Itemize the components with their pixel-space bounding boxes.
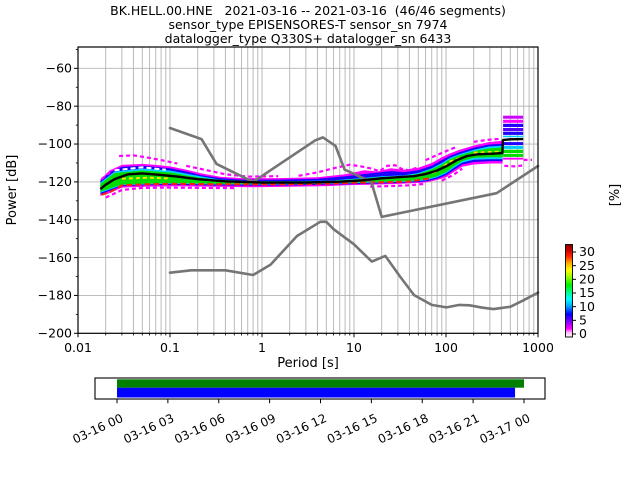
y-tick-label: −160	[38, 250, 72, 265]
timeline-tick-label: 03-16 12	[274, 411, 329, 446]
outlier-m-above-rise	[425, 145, 457, 162]
timeline-tick-label: 03-16 00	[70, 411, 125, 446]
outlier-dashes	[100, 137, 532, 199]
timeline-tick-label: 03-16 18	[376, 411, 431, 446]
x-tick-label: 0.01	[64, 340, 92, 355]
accent-white-gap	[114, 166, 166, 172]
x-tick-label: 10	[346, 340, 362, 355]
timeline-blue-bar	[117, 387, 516, 398]
blob-stripe	[503, 131, 524, 135]
y-tick-label: −200	[38, 326, 72, 341]
outlier-m-envelope	[185, 164, 279, 178]
y-tick-label: −140	[38, 212, 72, 227]
nhnm-line	[168, 126, 540, 219]
outlier-m-preblob-top	[473, 137, 502, 143]
accent-yellow-1	[121, 176, 171, 180]
noise-model-lines	[168, 126, 540, 311]
blob-stripe	[503, 149, 524, 154]
x-tick-label: 100	[434, 340, 458, 355]
x-tick-label: 0.1	[160, 340, 180, 355]
timeline-green-bar	[117, 379, 524, 388]
y-tick-label: −120	[38, 174, 72, 189]
grid	[78, 47, 538, 334]
colorbar-tick-label: 0	[579, 326, 587, 341]
timeline-tick-label: 03-16 06	[172, 411, 227, 446]
y-tick-label: −60	[46, 61, 72, 76]
blob-stripe	[503, 128, 524, 132]
nlnm-line	[168, 220, 540, 311]
blob-stripe	[503, 135, 524, 138]
axes: 0.01 0.1 1 10 100 1000 −60 −80 −100 −120 −140 −160 −…	[38, 46, 554, 355]
blob-stripe	[503, 145, 524, 149]
outlier-m-blob-below	[504, 164, 524, 168]
colorbar-tick-label: 30	[579, 244, 595, 259]
x-axis-label: Period [s]	[277, 356, 339, 371]
colorbar-tick-label: 5	[579, 313, 587, 328]
colorbar-tick-label: 20	[579, 272, 595, 287]
blob-stripe	[503, 123, 524, 127]
outlier-m-start-top	[100, 169, 114, 180]
blob-stripe	[503, 157, 524, 160]
timeline-tick-label: 03-16 03	[121, 411, 176, 446]
x-tick-label: 1	[258, 340, 266, 355]
y-tick-label: −180	[38, 288, 72, 303]
y-axis-label: Power [dB]	[5, 155, 20, 226]
colorbar-tick-label: 10	[579, 299, 595, 314]
blob-stripe	[503, 115, 524, 119]
mode-line	[99, 137, 524, 191]
x-tick-label: 1000	[522, 340, 554, 355]
outlier-m-mid-arc	[298, 163, 419, 177]
colorbar-gradient	[565, 244, 573, 338]
mode	[99, 137, 524, 191]
blob-stripe	[503, 153, 524, 157]
timeline-tick-label: 03-17 00	[477, 411, 532, 446]
timeline-tick-label: 03-16 09	[223, 411, 278, 446]
accent-yellow-3	[473, 150, 503, 154]
long-period-blob	[503, 115, 524, 160]
outlier-m-below-mid	[370, 182, 426, 188]
title-line-3: datalogger_type Q330S+ datalogger_sn 643…	[165, 31, 452, 46]
title-line-2: sensor_type EPISENSORES-T sensor_sn 7974	[168, 17, 447, 32]
accent-red-underside	[101, 177, 432, 196]
colorbar-tick-label: 15	[579, 285, 595, 300]
y-tick-label: −100	[38, 136, 72, 151]
outlier-m-hump-top	[119, 154, 178, 165]
outlier-m-below-left	[105, 186, 235, 199]
timeline-tick-label: 03-16 15	[325, 411, 380, 446]
colorbar-unit-label: [%]	[608, 184, 623, 207]
colorbar-tick-label: 25	[579, 258, 595, 273]
timeline-tick-label: 03-16 21	[427, 411, 482, 446]
blob-stripe	[503, 142, 524, 146]
y-tick-label: −80	[46, 98, 72, 113]
blob-stripe	[503, 119, 524, 123]
title-line-1: BK.HELL.00.HNE 2021-03-16 -- 2021-03-16 …	[110, 3, 506, 18]
